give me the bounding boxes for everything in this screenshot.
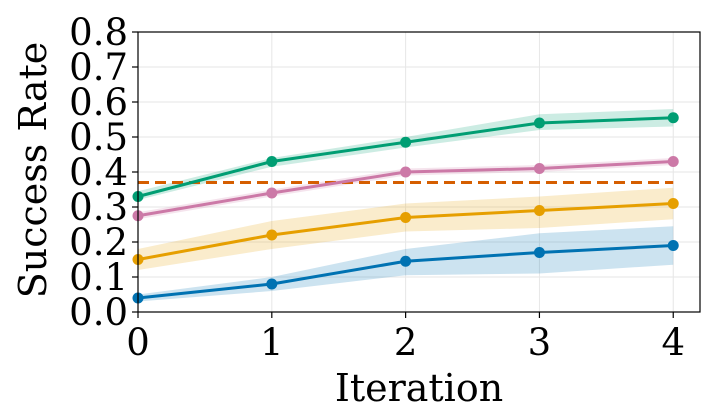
x-tick-label: 2 bbox=[394, 321, 418, 364]
y-tick-label: 0.7 bbox=[69, 46, 128, 89]
orange-data-point bbox=[400, 212, 412, 223]
blue-data-point bbox=[667, 240, 679, 251]
blue-data-point bbox=[266, 278, 278, 290]
y-tick-label: 0.2 bbox=[69, 221, 128, 264]
pink-data-point bbox=[667, 156, 679, 167]
pink-data-point bbox=[400, 166, 412, 178]
pink-data-point bbox=[533, 163, 545, 174]
x-tick-label: 0 bbox=[126, 321, 150, 364]
blue-data-point bbox=[400, 255, 412, 267]
orange-data-point bbox=[667, 198, 679, 209]
y-axis-ticks: 0.00.10.20.30.40.50.60.70.8 bbox=[69, 11, 138, 334]
orange-data-point bbox=[533, 205, 545, 216]
green-confidence-band bbox=[138, 109, 674, 200]
y-tick-label: 0.6 bbox=[69, 81, 128, 124]
x-tick-label: 4 bbox=[661, 321, 685, 364]
y-tick-label: 0.8 bbox=[69, 11, 128, 54]
y-axis-label: Success Rate bbox=[11, 42, 55, 299]
y-tick-label: 0.0 bbox=[69, 291, 128, 334]
x-axis-label: Iteration bbox=[335, 366, 503, 410]
y-tick-label: 0.3 bbox=[69, 186, 128, 229]
y-tick-label: 0.4 bbox=[69, 151, 128, 194]
x-tick-label: 3 bbox=[528, 321, 552, 364]
y-tick-label: 0.1 bbox=[69, 256, 128, 299]
green-data-point bbox=[667, 112, 679, 124]
orange-data-point bbox=[266, 229, 278, 241]
pink-data-point bbox=[266, 187, 278, 199]
green-data-point bbox=[400, 136, 412, 148]
y-tick-label: 0.5 bbox=[69, 116, 128, 159]
x-axis-ticks: 0 1 2 3 4 bbox=[126, 312, 685, 364]
green-data-point bbox=[533, 117, 545, 129]
blue-data-point bbox=[533, 247, 545, 258]
x-tick-label: 1 bbox=[260, 321, 284, 364]
green-data-point bbox=[266, 156, 278, 167]
series-points bbox=[132, 112, 679, 304]
